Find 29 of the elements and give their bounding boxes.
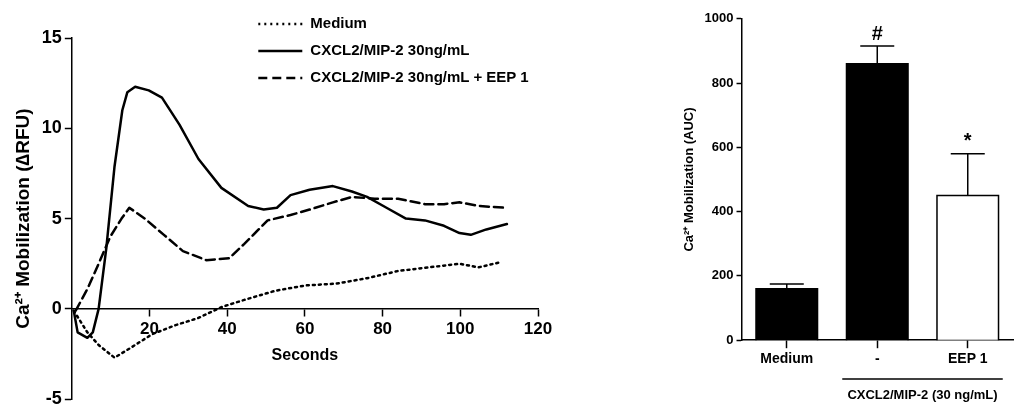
- y-tick-label: 0: [726, 331, 734, 347]
- y-tick-label: 400: [711, 203, 734, 219]
- y-tick-label: 15: [41, 26, 62, 47]
- legend-label: CXCL2/MIP-2 30ng/mL: [310, 41, 470, 59]
- y-tick-label: 10: [41, 117, 62, 138]
- y-tick-label: 1000: [704, 10, 734, 26]
- y-tick-label: 200: [711, 267, 734, 283]
- legend-label: CXCL2/MIP-2 30ng/mL + EEP 1: [310, 68, 529, 86]
- y-axis-title: Ca²⁺ Mobilization (AUC): [681, 107, 697, 252]
- annotation: *: [963, 129, 972, 152]
- x-tick-label: -: [874, 350, 880, 367]
- x-axis-title: Seconds: [271, 346, 339, 364]
- y-tick-label: 800: [711, 74, 734, 90]
- x-tick-label: 60: [295, 318, 315, 338]
- x-tick-label: 120: [523, 318, 553, 338]
- x-tick-label: 80: [373, 318, 393, 338]
- y-tick-label: 0: [51, 297, 62, 318]
- y-axis-title: Ca²⁺ Mobilization (∆RFU): [11, 108, 33, 329]
- y-tick-label: 5: [51, 207, 62, 228]
- x-tick-label: 100: [446, 318, 475, 338]
- x-tick-label: Medium: [760, 350, 814, 367]
- y-tick-label: -5: [45, 388, 62, 409]
- y-tick-label: 600: [711, 138, 734, 154]
- annotation: #: [871, 21, 883, 44]
- x-tick-label: EEP 1: [948, 350, 988, 367]
- legend-label: Medium: [310, 14, 367, 32]
- x-tick-label: 40: [217, 318, 237, 338]
- text: CXCL2/MIP-2 (30 ng/mL): [847, 387, 998, 403]
- x-tick-label: 20: [140, 318, 159, 338]
